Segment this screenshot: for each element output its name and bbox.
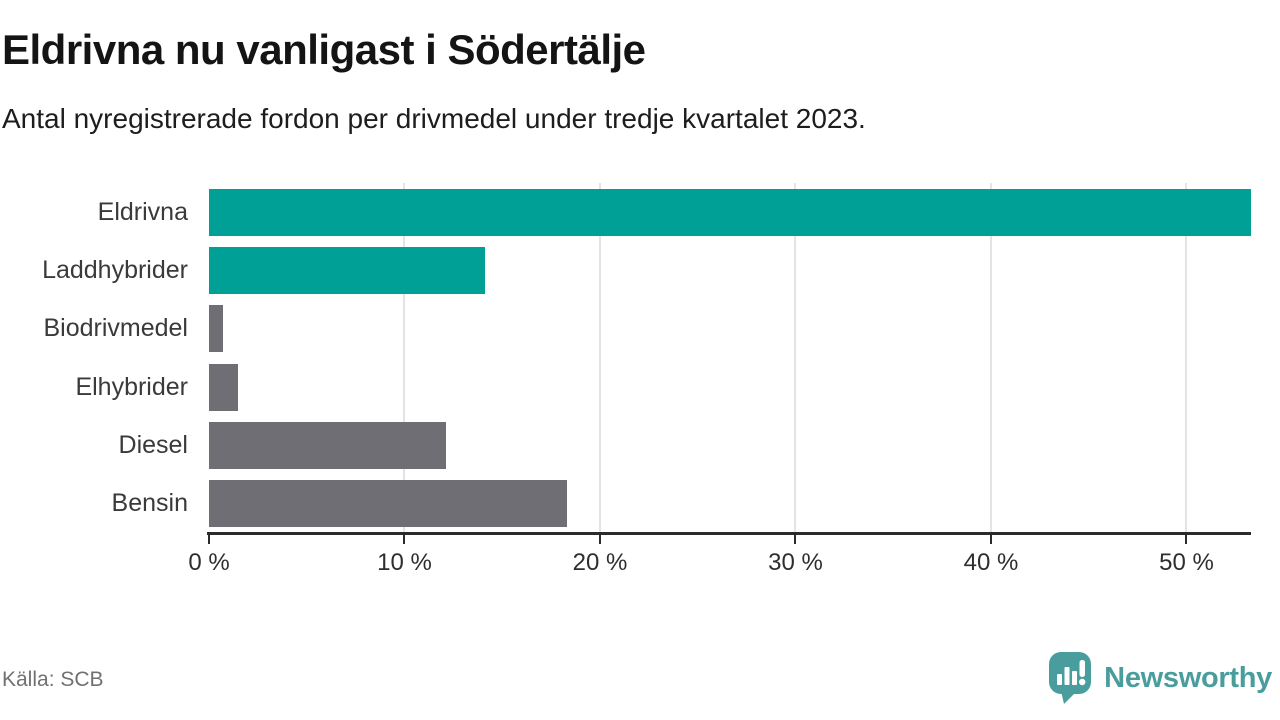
bar-elhybrider xyxy=(209,363,239,411)
bar-bensin xyxy=(209,480,567,528)
category-label: Biodrivmedel xyxy=(43,314,188,343)
newsworthy-bubble-icon xyxy=(1049,652,1092,704)
chart-subtitle: Antal nyregistrerade fordon per drivmede… xyxy=(2,103,866,134)
bar-eldrivna xyxy=(209,188,1251,236)
category-label: Diesel xyxy=(118,430,188,459)
brand-logo: Newsworthy xyxy=(1048,650,1272,706)
gridline xyxy=(794,183,797,533)
plot-area xyxy=(209,183,1251,533)
tick-label: 10 % xyxy=(377,549,432,576)
tick-mark xyxy=(989,535,992,544)
category-axis-labels: Eldrivna Laddhybrider Biodrivmedel Elhybrid… xyxy=(0,183,188,533)
gridline xyxy=(598,183,601,533)
x-axis-tick-labels: 0 % 10 % 20 % 30 % 40 % 50 % xyxy=(188,549,1251,577)
x-axis-line xyxy=(207,532,1251,535)
bar-laddhybrider xyxy=(209,247,485,294)
bar-biodrivmedel xyxy=(209,305,223,353)
category-label: Elhybrider xyxy=(75,372,188,401)
tick-label: 40 % xyxy=(963,549,1019,576)
page-title: Eldrivna nu vanligast i Södertälje xyxy=(2,26,646,73)
tick-label: 0 % xyxy=(188,549,230,576)
bar-diesel xyxy=(209,422,446,469)
tick-mark xyxy=(598,535,601,544)
gridline xyxy=(989,183,992,533)
gridline xyxy=(1185,183,1188,533)
tick-mark xyxy=(208,535,210,544)
source-note: Källa: SCB xyxy=(2,668,104,691)
category-label: Bensin xyxy=(111,489,188,518)
brand-name: Newsworthy xyxy=(1104,661,1272,694)
category-label: Eldrivna xyxy=(97,197,188,226)
tick-label: 50 % xyxy=(1159,549,1214,576)
category-label: Laddhybrider xyxy=(42,255,188,284)
tick-mark xyxy=(794,535,797,544)
x-axis-ticks xyxy=(208,535,1251,544)
tick-label: 30 % xyxy=(768,549,823,576)
tick-mark xyxy=(1185,535,1188,544)
gridline xyxy=(403,183,406,533)
tick-mark xyxy=(403,535,406,544)
tick-label: 20 % xyxy=(572,549,628,576)
